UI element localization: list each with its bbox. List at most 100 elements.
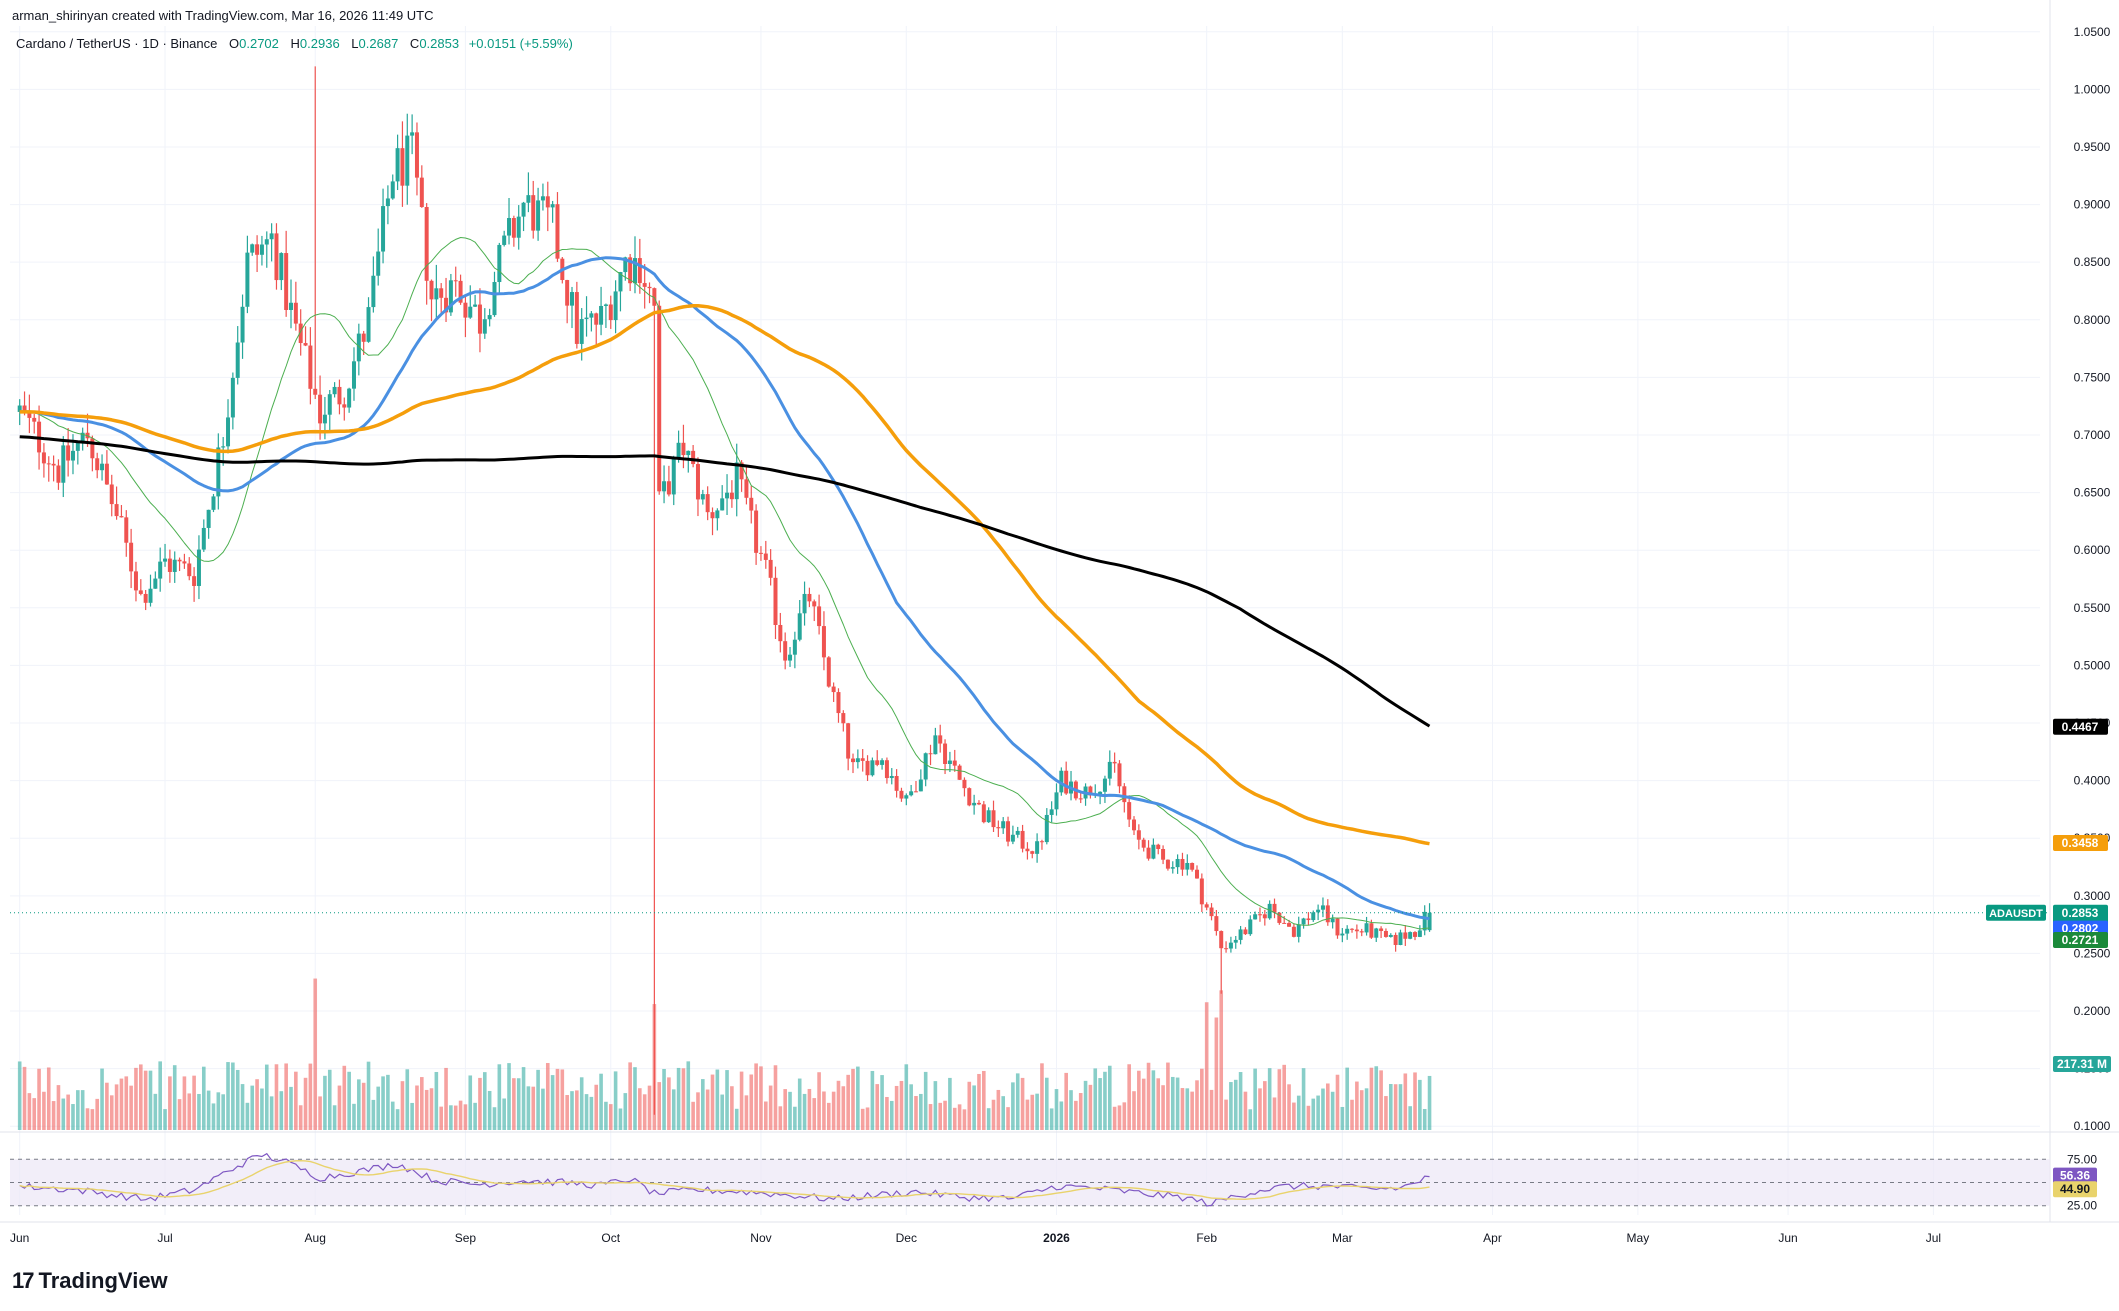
candle-body [1340, 933, 1345, 936]
volume-bar [1112, 1106, 1117, 1130]
candle-body [972, 802, 977, 806]
volume-bar [1364, 1088, 1369, 1130]
volume-bar [783, 1089, 787, 1130]
volume-bar [1175, 1077, 1180, 1130]
volume-bar [899, 1080, 904, 1130]
volume-bar [1069, 1090, 1073, 1130]
candle-body [589, 313, 594, 318]
candle-body [255, 244, 260, 255]
volume-bar [705, 1089, 710, 1130]
volume-bar [260, 1088, 264, 1130]
volume-bar [982, 1070, 986, 1130]
candle-body [187, 563, 192, 577]
volume-bar [739, 1071, 744, 1130]
candle-body [1354, 929, 1359, 932]
volume-bar [642, 1094, 647, 1130]
candle-body [66, 445, 71, 461]
candle-body [1020, 830, 1025, 849]
candle-body [153, 578, 158, 589]
volume-bar [541, 1088, 545, 1130]
candle-body [1374, 928, 1379, 938]
candle-body [1025, 848, 1030, 852]
symbol-title[interactable]: Cardano / TetherUS · 1D · Binance [16, 36, 218, 51]
price-tick-label: 0.9000 [2074, 198, 2111, 212]
volume-bar [550, 1075, 555, 1130]
volume-bar [192, 1075, 196, 1130]
volume-bar [802, 1093, 807, 1130]
volume-bar [279, 1091, 284, 1130]
volume-bar [473, 1102, 477, 1130]
price-tick-label: 0.1000 [2074, 1119, 2111, 1133]
candle-body [143, 593, 148, 603]
volume-bar [318, 1096, 322, 1130]
volume-bar [17, 1061, 22, 1130]
volume-bar [536, 1069, 540, 1130]
volume-bar [410, 1102, 414, 1130]
candle-body [1219, 931, 1224, 949]
volume-bar [589, 1096, 594, 1130]
volume-bar [487, 1090, 492, 1130]
volume-bar [512, 1078, 516, 1130]
volume-bar [788, 1091, 792, 1130]
candle-body [424, 207, 429, 281]
volume-bar [323, 1075, 327, 1130]
volume-bar [594, 1084, 599, 1130]
candle-body [487, 315, 492, 320]
candle-body [167, 558, 172, 572]
volume-bar [1030, 1094, 1035, 1130]
volume-bar [1141, 1078, 1146, 1130]
candle-body [303, 343, 308, 346]
volume-bar [671, 1089, 676, 1130]
volume-bar [1258, 1088, 1262, 1130]
candle-body [75, 442, 80, 451]
volume-bar [759, 1066, 763, 1130]
price-tick-label: 1.0000 [2074, 82, 2111, 96]
volume-bar [1408, 1106, 1412, 1130]
candle-body [192, 576, 197, 586]
time-tick-label: Jun [10, 1231, 29, 1245]
candle-body [671, 458, 676, 495]
candle-body [70, 450, 75, 461]
volume-bar [1025, 1099, 1030, 1130]
candle-body [158, 561, 163, 579]
volume-bar [109, 1095, 114, 1130]
volume-bar [400, 1081, 405, 1130]
candle-body [196, 549, 201, 586]
candle-body [468, 306, 473, 318]
candle-body [632, 258, 637, 284]
candle-body [119, 516, 124, 518]
volume-bar [405, 1069, 410, 1130]
volume-bar [1006, 1107, 1010, 1130]
candle-body [414, 132, 419, 178]
candle-body [710, 512, 715, 519]
candle-body [1049, 809, 1054, 815]
candle-body [1170, 867, 1175, 869]
candle-body [100, 463, 105, 471]
candle-body [1064, 770, 1069, 794]
rsi-value-badge [2053, 1167, 2097, 1184]
candle-body [821, 626, 826, 658]
volume-bar [381, 1076, 385, 1130]
volume-bar [1379, 1070, 1383, 1130]
candle-body [986, 810, 991, 823]
candle-body [676, 442, 681, 459]
candle-body [148, 588, 153, 603]
volume-bar [1306, 1105, 1311, 1130]
volume-bar [662, 1068, 666, 1130]
volume-bar [778, 1106, 783, 1130]
volume-bar [22, 1066, 27, 1130]
candle-body [104, 463, 109, 485]
candle-body [1209, 907, 1214, 917]
volume-bar [1413, 1072, 1417, 1130]
volume-bar [56, 1085, 61, 1130]
candle-body [603, 304, 608, 306]
candle-body [492, 282, 497, 316]
candle-body [235, 342, 240, 378]
candle-body [584, 317, 589, 320]
candle-body [109, 484, 114, 505]
volume-bar [206, 1090, 211, 1130]
volume-bar [201, 1066, 206, 1130]
tradingview-logo[interactable]: 17 TradingView [12, 1268, 168, 1294]
sma50-line [19, 256, 1430, 921]
